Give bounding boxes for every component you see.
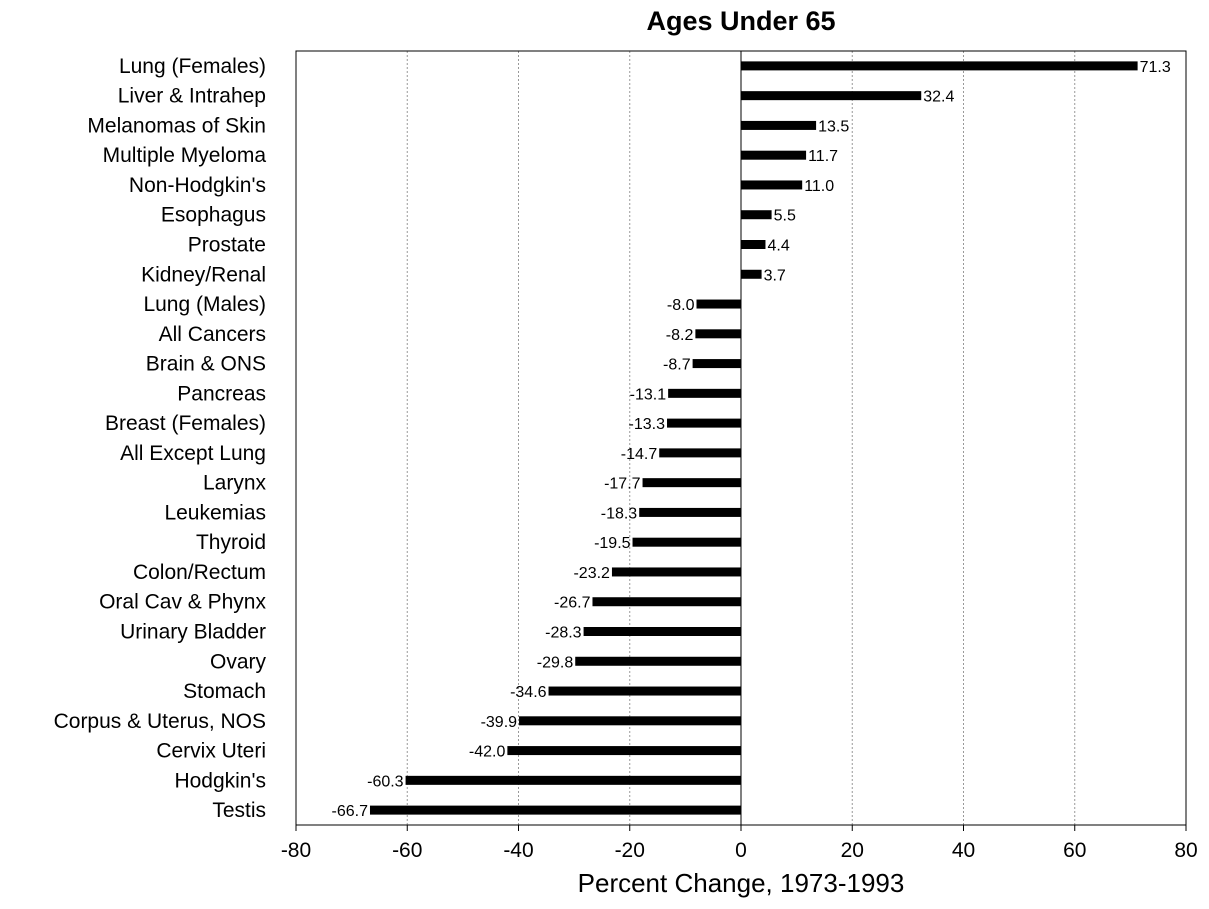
data-label: 11.0 <box>804 178 834 195</box>
bar <box>741 91 921 100</box>
data-label: -39.9 <box>481 714 518 731</box>
bar <box>695 329 741 338</box>
data-label: 3.7 <box>764 267 786 284</box>
data-label: -8.0 <box>667 297 695 314</box>
x-tick-label: -40 <box>503 839 533 862</box>
x-tick-label: -60 <box>392 839 422 862</box>
category-label: Breast (Females) <box>105 412 266 435</box>
category-label: All Cancers <box>159 323 266 346</box>
data-label: 71.3 <box>1140 59 1171 76</box>
data-label: -66.7 <box>332 803 369 820</box>
category-label: Prostate <box>188 234 266 257</box>
data-label: -28.3 <box>545 625 582 642</box>
category-label: Pancreas <box>177 382 266 405</box>
bar <box>741 180 802 189</box>
x-tick-label: 80 <box>1174 839 1197 862</box>
x-axis-label: Percent Change, 1973-1993 <box>296 868 1186 899</box>
category-label: Colon/Rectum <box>133 561 266 584</box>
category-label: Leukemias <box>164 501 266 524</box>
category-label: Hodgkin's <box>174 769 266 792</box>
category-label: Stomach <box>183 680 266 703</box>
bar <box>633 538 741 547</box>
category-label: Brain & ONS <box>146 353 266 376</box>
bar <box>507 746 741 755</box>
data-label: 32.4 <box>923 89 954 106</box>
category-label: Corpus & Uterus, NOS <box>54 710 266 733</box>
data-label: 13.5 <box>818 118 849 135</box>
data-label: -26.7 <box>554 595 591 612</box>
data-label: -23.2 <box>573 565 610 582</box>
data-label: 11.7 <box>808 148 838 165</box>
x-tick-label: -20 <box>615 839 645 862</box>
bar <box>668 389 741 398</box>
data-label: -18.3 <box>601 505 638 522</box>
category-label: All Except Lung <box>120 442 266 465</box>
bar <box>741 240 765 249</box>
bar <box>584 627 741 636</box>
category-label: Ovary <box>210 650 267 673</box>
x-tick-label: -80 <box>281 839 311 862</box>
data-label: -14.7 <box>621 446 658 463</box>
bar <box>741 61 1138 70</box>
category-label: Lung (Females) <box>119 55 266 78</box>
category-label: Melanomas of Skin <box>87 114 266 137</box>
x-tick-label: 60 <box>1063 839 1086 862</box>
bar <box>406 776 741 785</box>
bar <box>741 151 806 160</box>
bar <box>697 300 742 309</box>
category-label: Liver & Intrahep <box>118 85 266 108</box>
category-label: Oral Cav & Phynx <box>99 591 266 614</box>
data-label: -19.5 <box>594 535 631 552</box>
category-label: Thyroid <box>196 531 266 554</box>
category-label: Cervix Uteri <box>156 740 266 763</box>
bar <box>370 806 741 815</box>
data-label: 5.5 <box>774 208 796 225</box>
data-label: -13.1 <box>630 386 667 403</box>
x-tick-label: 40 <box>952 839 975 862</box>
data-label: -8.7 <box>663 357 691 374</box>
bar <box>592 597 741 606</box>
bar <box>667 419 741 428</box>
category-label: Multiple Myeloma <box>103 144 267 167</box>
data-label: 4.4 <box>767 238 789 255</box>
data-label: -8.2 <box>666 327 694 344</box>
category-label: Testis <box>212 799 266 822</box>
data-label: -29.8 <box>537 654 574 671</box>
data-label: -13.3 <box>629 416 666 433</box>
bar <box>519 716 741 725</box>
category-label: Lung (Males) <box>143 293 266 316</box>
category-label: Larynx <box>203 472 267 495</box>
bar <box>741 210 772 219</box>
bar <box>612 567 741 576</box>
bar <box>549 687 741 696</box>
bar <box>741 270 762 279</box>
data-label: -60.3 <box>367 773 404 790</box>
data-label: -34.6 <box>510 684 547 701</box>
x-tick-label: 0 <box>735 839 747 862</box>
category-label: Esophagus <box>161 204 266 227</box>
bar <box>643 478 741 487</box>
bar <box>639 508 741 517</box>
bar <box>575 657 741 666</box>
bar <box>659 448 741 457</box>
data-label: -42.0 <box>469 744 506 761</box>
category-label: Kidney/Renal <box>141 263 266 286</box>
bar <box>693 359 741 368</box>
category-label: Non-Hodgkin's <box>129 174 266 197</box>
x-tick-label: 20 <box>841 839 864 862</box>
category-label: Urinary Bladder <box>120 621 266 644</box>
bar <box>741 121 816 130</box>
data-label: -17.7 <box>604 476 641 493</box>
